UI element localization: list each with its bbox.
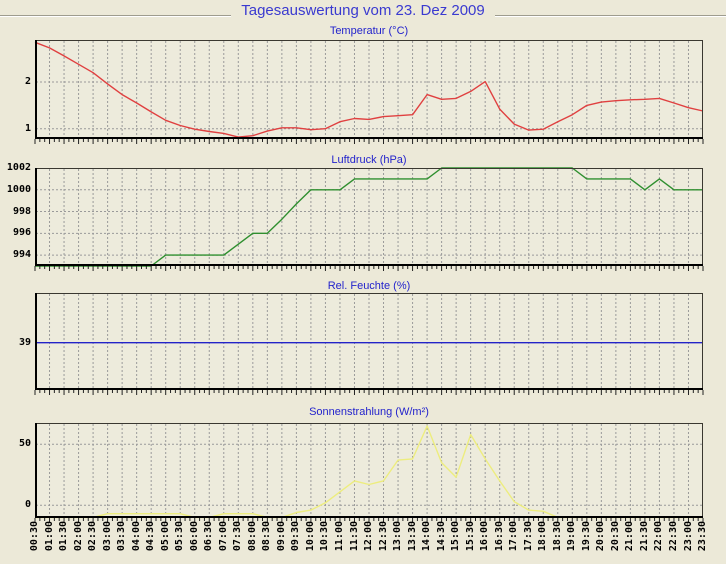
page-title: Tagesauswertung vom 23. Dez 2009 [231, 2, 495, 19]
time-tick-label: 20:00 [595, 521, 607, 552]
luftdruck-y-tick-label: 994 [12, 249, 31, 261]
time-tick-label: 16:00 [479, 521, 491, 552]
time-tick-label: 21:30 [638, 521, 650, 552]
time-tick-label: 17:30 [522, 521, 534, 552]
feuchte-plot [34, 293, 704, 395]
time-tick-label: 02:00 [72, 521, 84, 552]
time-tick-label: 19:00 [566, 521, 578, 552]
time-tick-label: 03:00 [101, 521, 113, 552]
feuchte-y-tick-label: 39 [18, 336, 31, 348]
temperatur-line [34, 41, 704, 138]
time-tick-label: 05:30 [174, 521, 186, 552]
time-tick-label: 11:00 [334, 521, 345, 552]
time-tick-label: 06:00 [188, 521, 200, 552]
luftdruck-y-tick-label: 998 [12, 205, 31, 217]
luftdruck-y-tick-label: 1002 [6, 162, 31, 173]
luftdruck-chart [34, 167, 704, 271]
time-tick-label: 09:00 [275, 521, 287, 552]
temperatur-plot [34, 40, 704, 144]
time-tick-label: 22:30 [668, 521, 679, 552]
time-tick-label: 12:30 [377, 521, 389, 552]
sonnenstrahlung-chart [34, 423, 704, 523]
time-tick-label: 11:30 [348, 521, 360, 552]
time-tick-label: 18:30 [551, 521, 563, 552]
chart-title-luftdruck: Luftdruck (hPa) [331, 154, 407, 166]
time-tick-label: 06:30 [203, 521, 215, 552]
time-tick-label: 09:30 [290, 521, 302, 552]
time-tick-label: 02:30 [87, 521, 99, 552]
sonnenstrahlung-plot-bg [35, 423, 703, 518]
time-tick-label: 18:00 [537, 521, 549, 552]
time-tick-label: 05:00 [159, 521, 171, 552]
time-tick-label: 15:30 [464, 521, 476, 552]
time-tick-label: 13:30 [406, 521, 418, 552]
sonnenstrahlung-plot [34, 423, 704, 523]
time-tick-label: 07:30 [232, 521, 244, 552]
time-tick-label: 19:30 [580, 521, 592, 552]
chart-title-feuchte: Rel. Feuchte (%) [327, 280, 411, 292]
time-tick-label: 21:00 [624, 521, 636, 552]
time-tick-label: 04:00 [130, 521, 142, 552]
time-tick-label: 17:00 [508, 521, 520, 552]
time-tick-label: 14:30 [435, 521, 447, 552]
time-tick-label: 10:00 [304, 521, 316, 552]
time-tick-label: 00:30 [29, 521, 40, 552]
luftdruck-y-tick-label: 1000 [6, 183, 31, 195]
page-title-row: Tagesauswertung vom 23. Dez 2009 [0, 2, 726, 20]
temperatur-chart [34, 40, 704, 144]
time-tick-label: 13:00 [392, 521, 403, 552]
time-tick-label: 04:30 [145, 521, 157, 552]
chart-title-temperatur: Temperatur (°C) [329, 25, 409, 37]
feuchte-plot-bg [35, 293, 703, 390]
time-tick-label: 08:30 [261, 521, 273, 552]
time-tick-label: 20:30 [609, 521, 621, 552]
time-tick-label: 08:00 [246, 521, 258, 552]
chart-title-sonnenstrahlung: Sonnenstrahlung (W/m²) [309, 406, 429, 418]
time-tick-label: 15:00 [450, 521, 462, 552]
temperatur-y-tick-label: 1 [24, 122, 31, 134]
time-tick-label: 22:00 [653, 521, 665, 552]
time-tick-label: 14:00 [421, 521, 433, 552]
time-tick-label: 03:30 [116, 521, 128, 552]
time-tick-label: 12:00 [363, 521, 374, 552]
feuchte-chart [34, 293, 704, 395]
time-tick-label: 23:00 [682, 521, 694, 552]
time-tick-label: 16:30 [493, 521, 505, 552]
luftdruck-plot [34, 167, 704, 271]
luftdruck-y-tick-label: 996 [12, 227, 31, 239]
time-tick-label: 10:30 [319, 521, 331, 552]
sonnenstrahlung-y-tick-label: 0 [24, 499, 31, 511]
time-tick-label: 07:00 [217, 521, 229, 552]
time-tick-label: 01:00 [43, 521, 55, 552]
time-tick-label: 01:30 [58, 521, 69, 552]
time-tick-label: 23:30 [697, 521, 708, 552]
sonnenstrahlung-y-tick-label: 50 [18, 438, 31, 450]
temperatur-y-tick-label: 2 [24, 76, 31, 87]
